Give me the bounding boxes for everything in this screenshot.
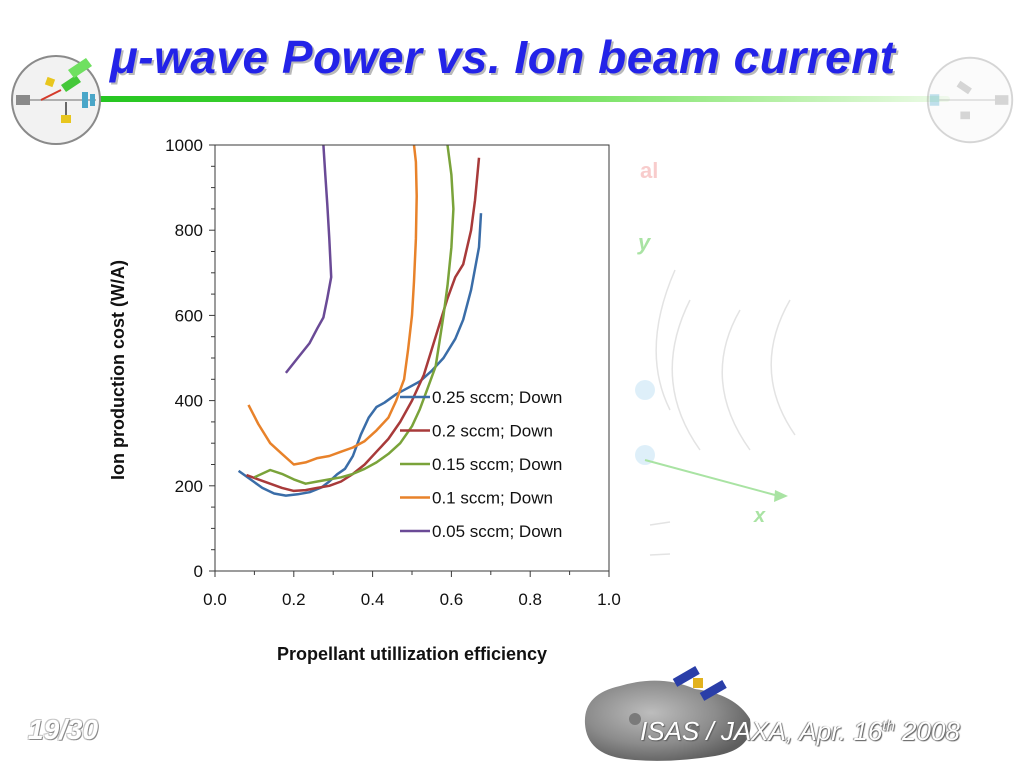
x-tick-label: 0.0 bbox=[203, 590, 227, 609]
x-tick-label: 1.0 bbox=[597, 590, 621, 609]
y-axis-label: Ion production cost (W/A) bbox=[108, 260, 128, 480]
plot-area bbox=[215, 145, 609, 571]
line-chart: 0.0 0.2 0.4 0.6 0.8 1.0 0 200 400 600 800 1000 Ion… bbox=[108, 136, 621, 664]
y-tick-label: 1000 bbox=[165, 136, 203, 155]
footer-prefix: ISAS / JAXA, Apr. 16 bbox=[640, 716, 883, 746]
ghost-label-y: y bbox=[637, 230, 652, 255]
asteroid-image bbox=[584, 666, 751, 761]
x-tick-label: 0.8 bbox=[518, 590, 542, 609]
footer-sup: th bbox=[882, 717, 895, 735]
footer-suffix: 2008 bbox=[894, 716, 960, 746]
series-line-2 bbox=[253, 144, 455, 485]
series-line-4 bbox=[284, 144, 333, 374]
y-tick-label: 200 bbox=[175, 477, 203, 496]
series-line-0 bbox=[237, 213, 483, 497]
ghost-label-x: x bbox=[753, 505, 766, 527]
legend-label: 0.1 sccm; Down bbox=[432, 489, 553, 508]
x-tick-label: 0.2 bbox=[282, 590, 306, 609]
y-tick-label: 0 bbox=[194, 562, 203, 581]
spacecraft-icon bbox=[672, 666, 727, 701]
x-axis-label: Propellant utillization efficiency bbox=[277, 644, 547, 664]
y-tick-label: 800 bbox=[175, 221, 203, 240]
background-field-diagram: al y x bbox=[635, 158, 796, 556]
y-tick-label: 600 bbox=[175, 306, 203, 325]
legend-label: 0.2 sccm; Down bbox=[432, 422, 553, 441]
series-line-3 bbox=[247, 144, 418, 466]
chart-legend: 0.25 sccm; Down 0.2 sccm; Down 0.15 sccm; … bbox=[400, 388, 562, 541]
thruster-logo bbox=[11, 55, 101, 145]
slide-title: μ-wave Power vs. Ion beam current bbox=[110, 31, 896, 83]
legend-label: 0.25 sccm; Down bbox=[432, 388, 562, 407]
x-tick-label: 0.6 bbox=[440, 590, 464, 609]
ghost-label-top: al bbox=[640, 158, 658, 183]
title-underline bbox=[70, 96, 950, 102]
footer-credit: ISAS / JAXA, Apr. 16th 2008 bbox=[640, 716, 960, 747]
thruster-logo-faded bbox=[926, 56, 1014, 144]
legend-label: 0.15 sccm; Down bbox=[432, 455, 562, 474]
y-tick-label: 400 bbox=[175, 392, 203, 411]
legend-label: 0.05 sccm; Down bbox=[432, 522, 562, 541]
x-tick-label: 0.4 bbox=[361, 590, 385, 609]
series-line-1 bbox=[246, 157, 481, 493]
slide-number: 19/30 bbox=[28, 714, 99, 745]
